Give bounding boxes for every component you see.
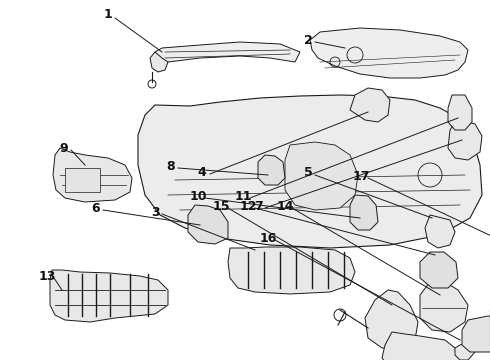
- Polygon shape: [350, 195, 378, 230]
- Text: 14: 14: [276, 199, 294, 212]
- Polygon shape: [365, 290, 418, 348]
- Polygon shape: [462, 316, 490, 352]
- Polygon shape: [420, 252, 458, 288]
- Polygon shape: [310, 28, 468, 78]
- Polygon shape: [382, 332, 462, 360]
- Text: 17: 17: [352, 170, 370, 183]
- Text: 3: 3: [151, 206, 159, 219]
- Text: 4: 4: [197, 166, 206, 179]
- Text: 5: 5: [304, 166, 313, 180]
- Polygon shape: [448, 95, 472, 130]
- Polygon shape: [455, 342, 475, 360]
- Text: 10: 10: [189, 189, 207, 202]
- Polygon shape: [258, 155, 285, 185]
- Text: 2: 2: [304, 33, 313, 46]
- Polygon shape: [155, 42, 300, 62]
- Text: 7: 7: [254, 199, 262, 212]
- Text: 1: 1: [103, 9, 112, 22]
- Polygon shape: [65, 168, 100, 192]
- Polygon shape: [50, 270, 168, 322]
- Polygon shape: [420, 282, 468, 332]
- Text: 16: 16: [259, 231, 277, 244]
- Polygon shape: [53, 148, 132, 202]
- Polygon shape: [188, 205, 228, 244]
- Polygon shape: [138, 95, 482, 248]
- Polygon shape: [448, 120, 482, 160]
- Text: 9: 9: [60, 141, 68, 154]
- Text: 15: 15: [212, 199, 230, 212]
- Polygon shape: [425, 215, 455, 248]
- Text: 6: 6: [92, 202, 100, 215]
- Polygon shape: [150, 52, 168, 72]
- Polygon shape: [285, 142, 358, 210]
- Polygon shape: [228, 247, 355, 294]
- Text: 11: 11: [234, 189, 252, 202]
- Text: 12: 12: [239, 199, 257, 212]
- Text: 8: 8: [167, 159, 175, 172]
- Text: 13: 13: [38, 270, 56, 283]
- Polygon shape: [350, 88, 390, 122]
